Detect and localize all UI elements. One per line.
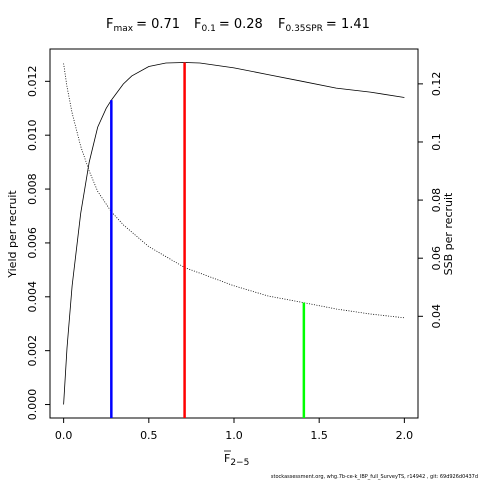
title-f035spr: F0.35SPR = 1.41 <box>278 17 370 34</box>
title-fmax: Fmax = 0.71 <box>106 17 180 34</box>
y-left-tick-label: 0.004 <box>26 281 39 313</box>
x-tick-label: 2.0 <box>396 429 414 442</box>
ssb-per-recruit-line <box>63 63 405 319</box>
y-axis-right: 0.04 0.06 0.08 0.1 0.12 <box>418 72 443 329</box>
reference-lines <box>110 62 306 418</box>
svg-text:F2−5: F2−5 <box>224 452 249 468</box>
x-tick-label: 0.0 <box>55 429 73 442</box>
chart-title: Fmax = 0.71 F0.1 = 0.28 F0.35SPR = 1.41 <box>106 17 370 34</box>
y-left-tick-label: 0.008 <box>26 173 39 205</box>
x-axis-title-sub: 2−5 <box>230 458 249 468</box>
plot-frame <box>49 48 419 419</box>
y-left-tick-label: 0.012 <box>26 66 39 98</box>
y-right-tick-label: 0.08 <box>430 188 443 213</box>
y-axis-right-title: SSB per recruit <box>442 192 455 275</box>
y-axis-left-title: Yield per recruit <box>6 190 19 279</box>
x-tick-label: 0.5 <box>140 429 158 442</box>
yield-per-recruit-line <box>63 62 405 405</box>
y-axis-left: 0.000 0.002 0.004 0.006 0.008 0.010 0.012 <box>26 66 50 421</box>
y-right-tick-label: 0.04 <box>430 304 443 329</box>
x-axis: 0.0 0.5 1.0 1.5 2.0 <box>55 418 413 442</box>
y-left-tick-label: 0.010 <box>26 119 39 151</box>
y-right-tick-label: 0.12 <box>430 72 443 97</box>
y-left-tick-label: 0.002 <box>26 335 39 367</box>
y-right-tick-label: 0.06 <box>430 246 443 271</box>
y-left-tick-label: 0.000 <box>26 389 39 421</box>
y-right-tick-label: 0.1 <box>430 133 443 151</box>
x-tick-label: 1.0 <box>225 429 243 442</box>
x-axis-title-symbol: F <box>224 452 230 465</box>
y-left-tick-label: 0.006 <box>26 227 39 259</box>
title-f01: F0.1 = 0.28 <box>194 17 263 34</box>
x-axis-title: F2−5 <box>224 450 249 468</box>
series-layer <box>63 62 405 405</box>
footer-credit: stockassessment.org, whg.7b-ce-k_IBP_ful… <box>271 474 478 480</box>
x-tick-label: 1.5 <box>310 429 328 442</box>
